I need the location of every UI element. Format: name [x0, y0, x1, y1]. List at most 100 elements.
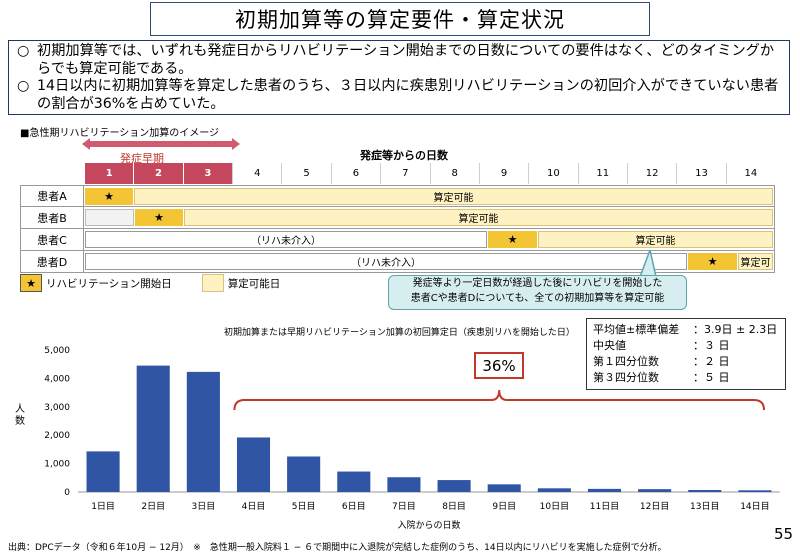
x-tick-label: 7日目 — [392, 501, 416, 512]
patient-name: 患者D — [20, 251, 84, 273]
stat-value: ：５ 日 — [693, 371, 730, 384]
bar — [287, 456, 321, 492]
untreated-period: （リハ未介入） — [85, 253, 687, 270]
stat-row: 第３四分位数 ：５ 日 — [593, 370, 779, 386]
x-tick-label: 9日目 — [492, 501, 516, 512]
day-cell: 6 — [330, 163, 380, 184]
stat-label: 第３四分位数 — [593, 371, 659, 384]
untreated-period: （リハ未介入） — [85, 231, 487, 248]
bar — [86, 451, 120, 492]
patient-row-c: 患者C （リハ未介入） ★ 算定可能 — [20, 229, 775, 251]
diagram-legend: ★ リハビリテーション開始日 算定可能日 — [20, 274, 280, 292]
x-tick-label: 13日目 — [690, 501, 719, 512]
stat-row: 平均値±標準偏差 ：3.9日 ± 2.3日 — [593, 322, 779, 338]
billable-period: 算定可 — [738, 253, 773, 270]
bullet-text: 初期加算等では、いずれも発症日からリハビリテーション開始までの日数についての要件… — [37, 43, 775, 77]
x-tick-label: 11日目 — [590, 501, 619, 512]
callout-box: 発症等より一定日数が経過した後にリハビリを開始した 患者Cや患者Dについても、全… — [388, 275, 687, 310]
bullet-mark: ○ — [17, 43, 30, 59]
patient-row-d: 患者D （リハ未介入） ★ 算定可 — [20, 251, 775, 273]
callout-line-2: 患者Cや患者Dについても、全ての初期加算等を算定可能 — [410, 293, 665, 304]
y-tick-label: 3,000 — [44, 403, 70, 413]
star-icon: ★ — [85, 188, 133, 205]
patient-name: 患者B — [20, 207, 84, 229]
bullet-1: ○ 初期加算等では、いずれも発症日からリハビリテーション開始までの日数についての要… — [17, 43, 781, 78]
x-tick-label: 14日目 — [740, 501, 769, 512]
billable-period: 算定可能 — [184, 209, 773, 226]
stat-label: 第１四分位数 — [593, 355, 659, 368]
y-tick-label: 2,000 — [44, 431, 70, 441]
x-tick-label: 3日目 — [191, 501, 215, 512]
diagram-section-title: ■急性期リハビリテーション加算のイメージ — [20, 128, 220, 139]
day-cell: 12 — [626, 163, 676, 184]
footer-source: 出典：DPCデータ（令和６年10月 − 12月） ※ 急性期一般入院料１ − ６… — [8, 543, 667, 553]
day-cell: 8 — [429, 163, 479, 184]
patient-name: 患者C — [20, 229, 84, 251]
bracket — [233, 389, 765, 411]
day-header-row: 1 2 3 4 5 6 7 8 9 10 11 12 13 14 — [84, 163, 775, 184]
bar-chart: 0 1,000 2,000 3,000 4,000 5,000 1日目 2日目 3日目 4日目 5日… — [15, 346, 780, 531]
bar — [437, 480, 471, 492]
x-tick-label: 4日目 — [242, 501, 266, 512]
bar — [236, 437, 271, 492]
x-tick-label: 5日目 — [292, 501, 316, 512]
days-title: 発症等からの日数 — [360, 149, 448, 162]
patient-name: 患者A — [20, 185, 84, 207]
star-icon: ★ — [20, 274, 42, 292]
stats-box: 平均値±標準偏差 ：3.9日 ± 2.3日 中央値 ：３ 日 第１四分位数 ：２ 日 … — [586, 318, 786, 390]
star-icon: ★ — [488, 231, 537, 248]
bullet-mark: ○ — [17, 78, 30, 94]
bar — [688, 490, 722, 492]
onset-label: 発症早期 — [120, 152, 164, 165]
legend-yellow-label: 算定可能日 — [227, 277, 281, 290]
day-cell: 9 — [478, 163, 528, 184]
bar — [387, 477, 421, 492]
day-cell: 3 — [182, 163, 233, 184]
y-tick-label: 1,000 — [44, 460, 70, 470]
bar — [537, 488, 571, 492]
star-icon: ★ — [135, 209, 183, 226]
day-cell: 10 — [528, 163, 577, 184]
pre-start-period — [85, 209, 134, 226]
x-tick-label: 12日目 — [640, 501, 669, 512]
x-axis-label: 入院からの日数 — [397, 519, 460, 531]
bullet-2: ○ 14日以内に初期加算等を算定した患者のうち、３日以内に疾患別リハビリテーション… — [17, 78, 781, 113]
x-tick-label: 8日目 — [442, 501, 466, 512]
stat-value: ：3.9日 ± 2.3日 — [693, 323, 778, 336]
y-tick-label: 5,000 — [44, 346, 70, 356]
bar — [186, 371, 220, 492]
y-axis-label: 人数 — [15, 403, 25, 427]
stat-value: ：２ 日 — [693, 355, 730, 368]
summary-box: ○ 初期加算等では、いずれも発症日からリハビリテーション開始までの日数についての要… — [8, 40, 790, 115]
bar — [337, 471, 371, 492]
bar — [738, 490, 772, 492]
bar — [487, 484, 521, 492]
billable-period: 算定可能 — [538, 231, 773, 248]
star-icon: ★ — [688, 253, 737, 270]
onset-arrow — [82, 138, 240, 150]
day-cell: 14 — [725, 163, 775, 184]
legend-yellow-swatch — [201, 274, 224, 292]
page-title: 初期加算等の算定要件・算定状況 — [150, 2, 650, 36]
stat-row: 第１四分位数 ：２ 日 — [593, 354, 779, 370]
y-tick-label: 4,000 — [44, 374, 70, 384]
day-cell: 7 — [380, 163, 429, 184]
day-cell: 1 — [84, 163, 134, 184]
day-cell: 2 — [133, 163, 183, 184]
bullet-text: 14日以内に初期加算等を算定した患者のうち、３日以内に疾患別リハビリテーションの… — [37, 78, 779, 112]
page-title-text: 初期加算等の算定要件・算定状況 — [235, 8, 565, 32]
x-tick-label: 2日目 — [141, 501, 165, 512]
chart-title: 初期加算または早期リハビリテーション加算の初回算定日（疾患別リハを開始した日） — [224, 328, 575, 338]
day-cell: 4 — [232, 163, 281, 184]
stat-row: 中央値 ：３ 日 — [593, 338, 779, 354]
stat-value: ：３ 日 — [693, 339, 730, 352]
bar — [136, 365, 170, 492]
patient-row-b: 患者B ★ 算定可能 — [20, 207, 775, 229]
day-cell: 11 — [577, 163, 627, 184]
callout-line-1: 発症等より一定日数が経過した後にリハビリを開始した — [412, 278, 663, 289]
billable-period: 算定可能 — [134, 188, 773, 205]
percent-box: 36% — [474, 352, 524, 379]
x-tick-label: 10日目 — [540, 501, 569, 512]
x-tick-label: 6日目 — [342, 501, 366, 512]
day-cell: 5 — [281, 163, 330, 184]
